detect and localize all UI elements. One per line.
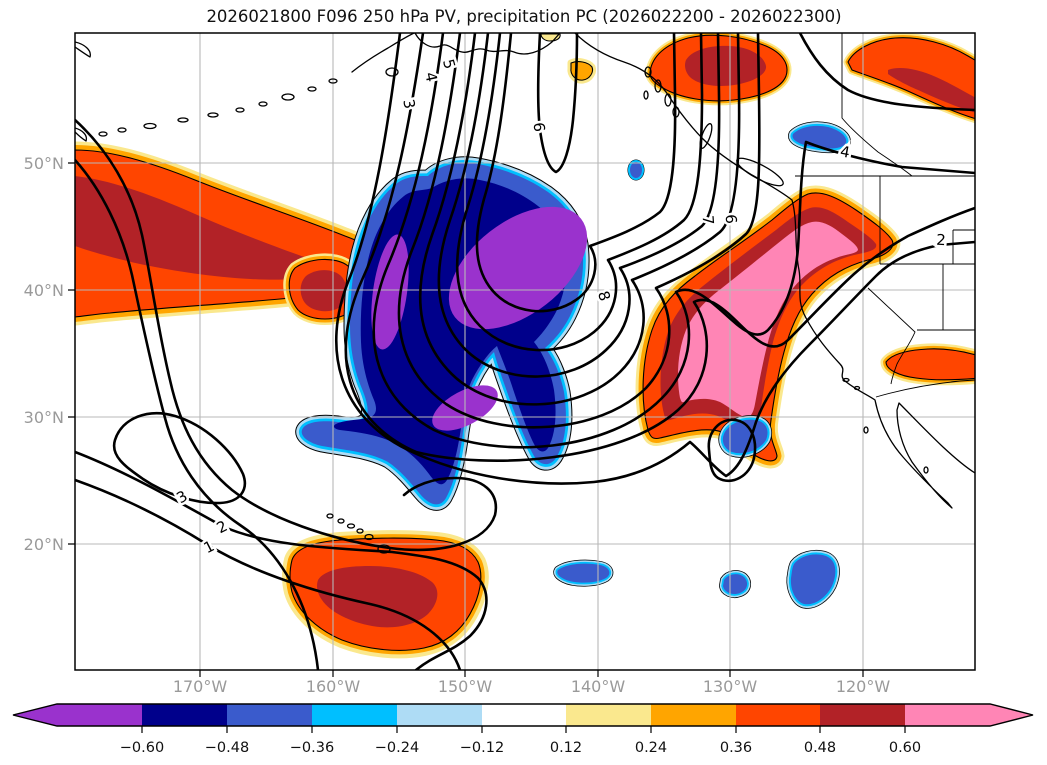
colorbar-ticks xyxy=(141,726,906,733)
colorbar-segment xyxy=(482,704,566,726)
colorbar-outline xyxy=(12,703,1034,727)
colorbar-tick-label: 0.36 xyxy=(720,740,752,756)
positive-anomaly-hawaii xyxy=(282,530,489,659)
colorbar-segment xyxy=(820,704,905,726)
map-area: 3 4 5 6 8 7 6 4 2 3 2 1 xyxy=(75,33,975,670)
positive-anomaly-tiny-wedge xyxy=(567,58,596,84)
colorbar-tick-labels: −0.60 −0.48 −0.36 −0.24 −0.12 0.12 0.24 … xyxy=(120,740,921,756)
colorbar-segment xyxy=(905,704,990,726)
lon-tick-label: 120°W xyxy=(836,677,891,696)
negative-anomaly-bc-coast xyxy=(788,121,851,154)
lat-tick-label: 50°N xyxy=(24,154,64,173)
colorbar-segment xyxy=(227,704,312,726)
pv-sw-line-1 xyxy=(75,478,462,670)
lat-tick-label: 20°N xyxy=(24,535,64,554)
colorbar-tick-label: 0.60 xyxy=(889,740,921,756)
pv-closed-3 xyxy=(112,411,247,505)
contour-label: 3 xyxy=(399,98,418,111)
siberia-fragments xyxy=(75,41,91,142)
positive-anomaly-socal xyxy=(880,343,975,386)
shaded-regions xyxy=(75,33,975,659)
pv-contour-3 xyxy=(344,33,975,462)
colorbar-tick-label: 0.24 xyxy=(635,740,667,756)
latitude-labels: 50°N 40°N 30°N 20°N xyxy=(24,154,64,554)
colorbar-tick-label: −0.36 xyxy=(290,740,334,756)
pv-contour-2 xyxy=(335,33,975,485)
colorbar-segment xyxy=(736,704,820,726)
graticule xyxy=(75,33,975,670)
pv-hairpin-6 xyxy=(536,33,579,174)
colorbar-segment xyxy=(651,704,736,726)
positive-anomaly-northeast xyxy=(843,33,975,124)
pv-contour-ne xyxy=(798,33,975,112)
channel-islands xyxy=(842,377,929,474)
pv-nw-line-b xyxy=(75,158,320,670)
colorbar-segment xyxy=(397,704,482,726)
pv-closed-loop-south xyxy=(707,418,757,483)
coastlines xyxy=(75,33,975,554)
contour-label: 2 xyxy=(214,517,231,537)
aleutian-islands xyxy=(98,67,399,137)
contour-label: 7 xyxy=(699,215,718,226)
pv-contour-4 xyxy=(372,33,975,449)
positive-anomaly-top-sliver xyxy=(540,33,561,42)
colorbar-segment xyxy=(57,704,142,726)
lat-tick-label: 30°N xyxy=(24,408,64,427)
negative-anomaly-tropics-west xyxy=(553,559,614,587)
colorbar-tick-label: −0.60 xyxy=(120,740,164,756)
pv-contour-6 xyxy=(418,33,741,406)
colorbar-segment xyxy=(566,704,651,726)
negative-anomaly-tropics-east xyxy=(786,549,840,609)
colorbar-tick-label: −0.12 xyxy=(460,740,504,756)
contour-label: 6 xyxy=(530,121,549,132)
colorbar-segment xyxy=(312,704,397,726)
chart-title: 2026021800 F096 250 hPa PV, precipitatio… xyxy=(206,7,841,26)
alaska-coast xyxy=(414,33,561,55)
colorbar-segment xyxy=(142,704,227,726)
contour-label: 3 xyxy=(173,487,190,507)
pv-contour-7 xyxy=(437,33,721,378)
colorbar: −0.60 −0.48 −0.36 −0.24 −0.12 0.12 0.24 … xyxy=(12,703,1034,756)
lon-tick-label: 170°W xyxy=(173,677,228,696)
colorbar-under-arrow xyxy=(13,704,57,726)
contour-label: 1 xyxy=(201,537,218,557)
alaska-peninsula xyxy=(351,33,415,73)
hawaiian-islands xyxy=(326,513,391,554)
colorbar-tick-label: −0.24 xyxy=(375,740,419,756)
lon-tick-label: 130°W xyxy=(703,677,758,696)
state-borders xyxy=(795,33,975,398)
pv-contours xyxy=(75,33,975,670)
colorbar-tick-label: 0.48 xyxy=(804,740,836,756)
negative-anomaly-tiny-dot xyxy=(627,159,645,181)
positive-anomaly-west-coast xyxy=(635,185,901,469)
negative-anomaly-offshore-baja xyxy=(718,415,773,458)
contour-label: 6 xyxy=(722,214,741,225)
pv-nw-line-a xyxy=(75,118,498,552)
longitude-labels: 170°W 160°W 150°W 140°W 130°W 120°W xyxy=(173,677,891,696)
purple-core-main xyxy=(448,206,588,330)
colorbar-over-arrow xyxy=(990,704,1033,726)
pv-contour-8 xyxy=(455,33,704,352)
negative-anomaly-tropics-mid xyxy=(719,570,752,599)
colorbar-tick-label: −0.48 xyxy=(205,740,249,756)
pv-contour-9 xyxy=(475,33,677,313)
lon-tick-label: 150°W xyxy=(438,677,493,696)
axis-ticks xyxy=(68,162,864,677)
lat-tick-label: 40°N xyxy=(24,281,64,300)
map-frame xyxy=(74,32,976,671)
north-america-west-coast xyxy=(574,33,975,509)
colorbar-tick-label: 0.12 xyxy=(550,740,582,756)
contour-label: 8 xyxy=(594,289,614,304)
contour-label: 4 xyxy=(839,142,852,161)
pv-sw-line-2 xyxy=(75,450,488,670)
contour-label: 2 xyxy=(936,231,946,249)
contour-label: 4 xyxy=(421,70,441,83)
pv-contour-5 xyxy=(397,33,761,429)
lon-tick-label: 140°W xyxy=(571,677,626,696)
lon-tick-label: 160°W xyxy=(306,677,361,696)
